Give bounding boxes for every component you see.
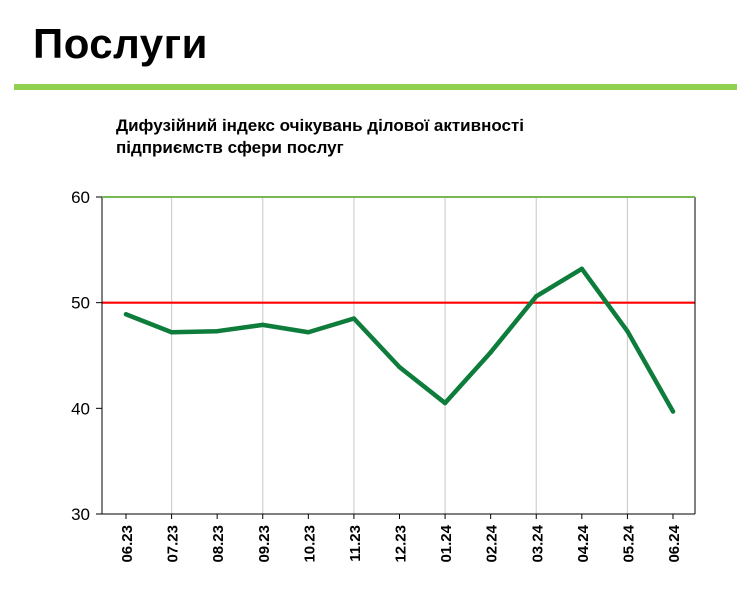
chart-labels: 30 40 50 60 06.23 07.23 08.23 09.23 10.23 11.23 12… (71, 188, 683, 563)
data-point-05.24 (625, 328, 630, 334)
x-tick-label-10.23: 10.23 (301, 525, 318, 563)
chart-axes (96, 196, 696, 519)
data-point-09.23 (260, 322, 265, 328)
x-tick-label-12.23: 12.23 (393, 525, 410, 563)
data-point-11.23 (351, 316, 357, 321)
y-tick-label-40: 40 (71, 399, 90, 418)
page-title: Послуги (33, 20, 208, 67)
data-point-06.23 (123, 312, 129, 317)
x-tick-label-02.24: 02.24 (484, 524, 501, 562)
y-tick-label-30: 30 (71, 505, 90, 524)
x-tick-label-04.24: 04.24 (575, 524, 592, 562)
data-point-12.23 (397, 364, 402, 370)
data-point-06.24 (670, 409, 676, 414)
x-tick-label-05.24: 05.24 (620, 524, 637, 562)
series-line-0 (123, 266, 676, 414)
data-point-02.24 (488, 350, 493, 355)
x-tick-label-09.23: 09.23 (256, 525, 273, 563)
chart-title: Дифузійний індекс очікувань ділової акти… (116, 116, 525, 157)
chart-series (123, 266, 676, 414)
data-point-07.23 (169, 330, 174, 335)
data-point-04.24 (579, 266, 585, 272)
title-rule (14, 84, 737, 90)
data-point-08.23 (214, 328, 220, 334)
x-tick-label-11.23: 11.23 (347, 525, 364, 562)
x-tick-label-01.24: 01.24 (438, 524, 455, 562)
y-tick-label-60: 60 (71, 188, 90, 207)
y-tick-label-50: 50 (71, 294, 90, 313)
x-tick-label-06.23: 06.23 (119, 525, 136, 563)
x-tick-label-07.23: 07.23 (165, 525, 182, 563)
chart-grid (170, 197, 629, 514)
x-tick-label-08.23: 08.23 (210, 525, 227, 563)
data-point-10.23 (306, 330, 311, 335)
x-tick-label-03.24: 03.24 (529, 524, 546, 562)
x-tick-label-06.24: 06.24 (666, 524, 683, 562)
data-point-03.24 (534, 294, 539, 299)
data-point-01.24 (442, 400, 448, 406)
